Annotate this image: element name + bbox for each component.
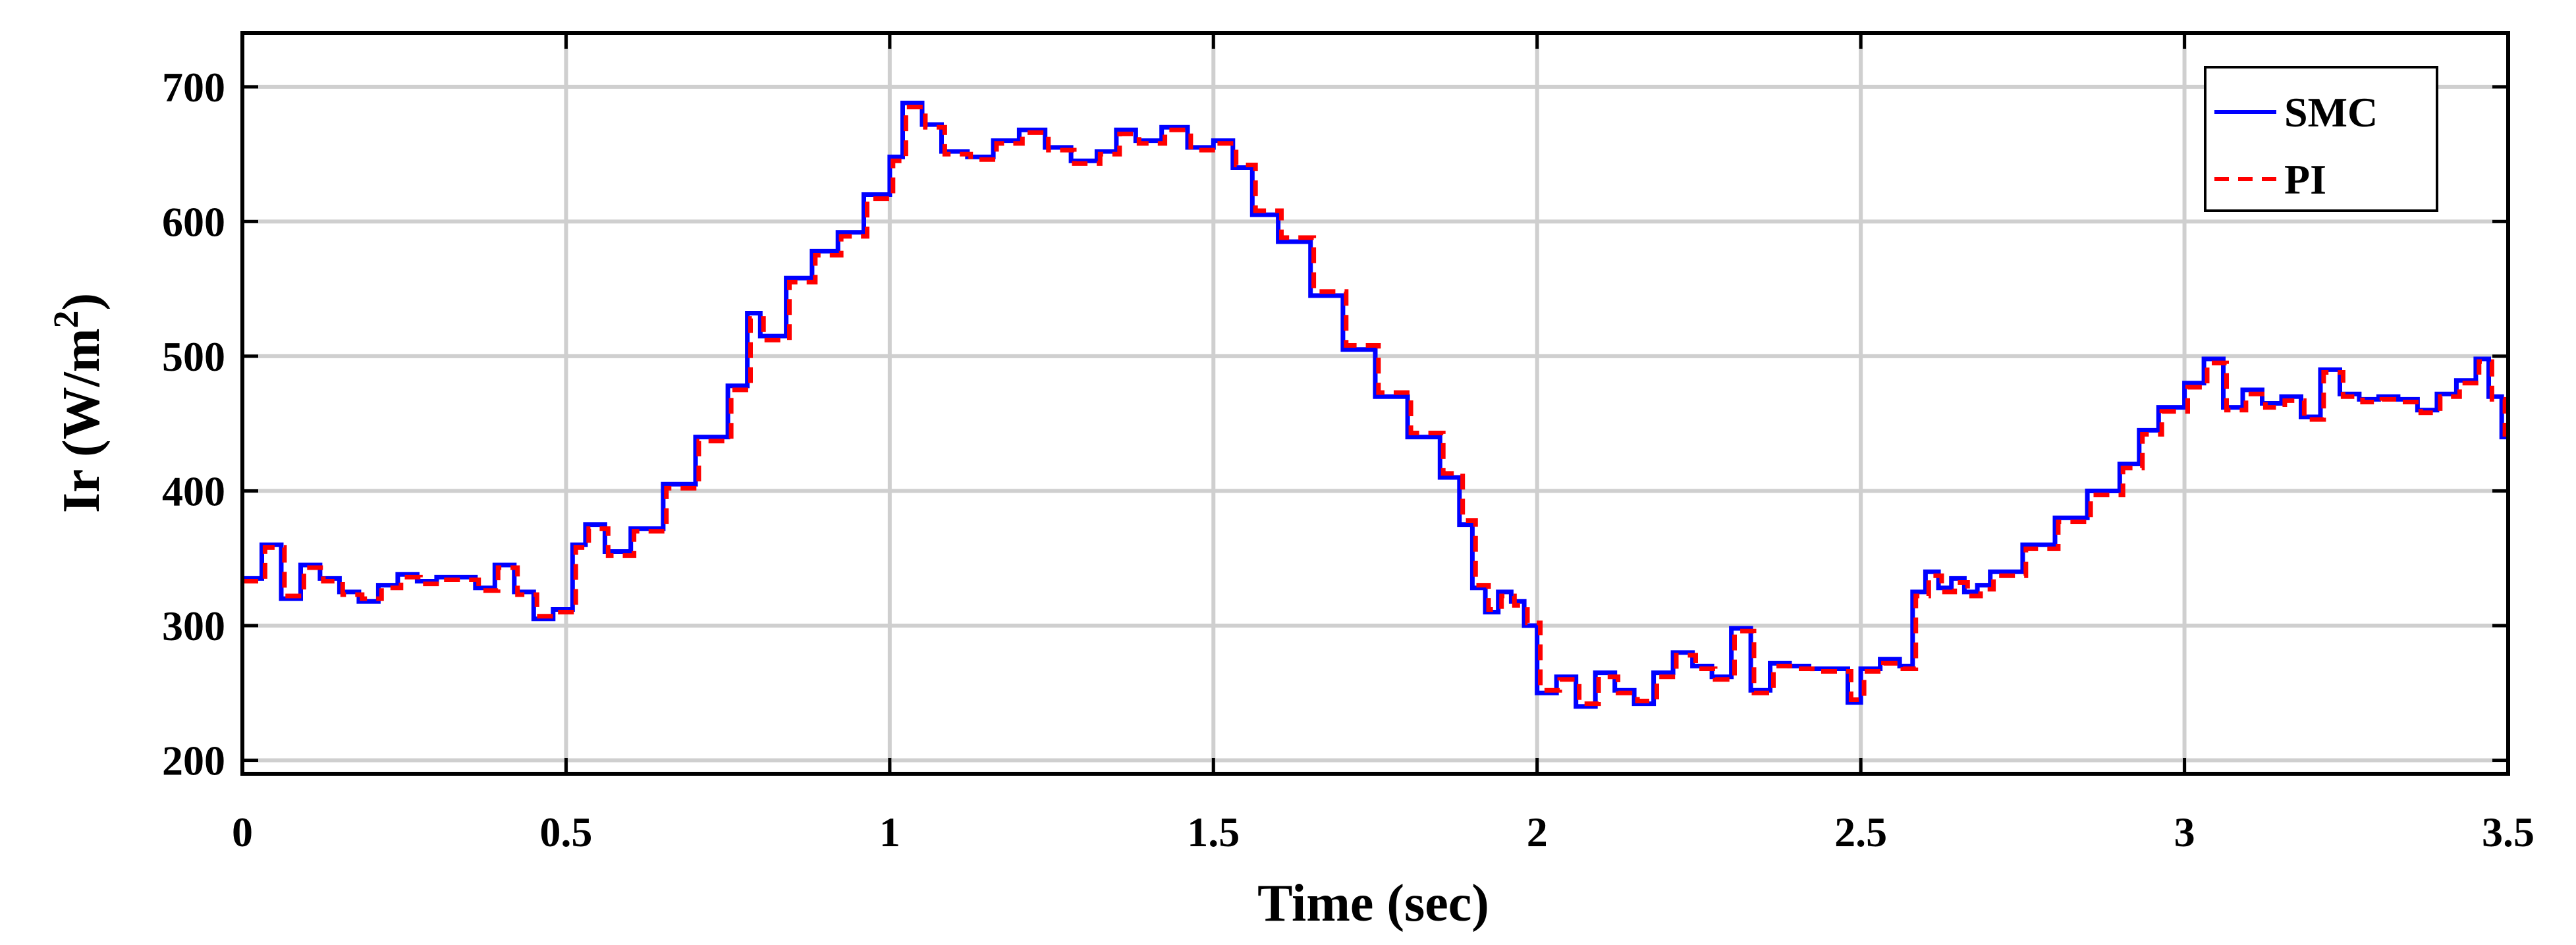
x-axis-ticks: 0 0.5 1 1.5 2 2.5 3 3.5 — [232, 33, 2535, 855]
legend-box — [2204, 66, 2438, 212]
legend-label-pi: PI — [2284, 156, 2326, 203]
legend-label-smc: SMC — [2284, 89, 2378, 136]
x-tick-label: 1 — [879, 809, 900, 855]
y-axis-label-superscript: 2 — [46, 310, 86, 328]
y-axis-ticks: 200 300 400 500 600 700 — [162, 64, 2508, 784]
x-tick-label: 3 — [2174, 809, 2195, 855]
series-layer — [242, 100, 2508, 709]
x-tick-label: 2.5 — [1834, 809, 1887, 855]
series-line-pi — [242, 105, 2508, 707]
x-tick-label: 0 — [232, 809, 253, 855]
y-tick-label: 500 — [162, 333, 225, 380]
plot-frame — [240, 31, 2510, 776]
plot-background — [242, 33, 2508, 774]
y-tick-label: 300 — [162, 603, 225, 649]
x-axis-label: Time (sec) — [1257, 875, 1489, 932]
y-axis-label: Ir (W/m2) — [46, 293, 111, 513]
x-tick-label: 0.5 — [539, 809, 592, 855]
y-tick-label: 400 — [162, 468, 225, 514]
x-tick-label: 3.5 — [2482, 809, 2535, 855]
x-tick-label: 1.5 — [1187, 809, 1240, 855]
y-tick-label: 200 — [162, 738, 225, 784]
legend: SMC PI — [2204, 66, 2438, 212]
x-tick-label: 2 — [1527, 809, 1548, 855]
y-tick-label: 700 — [162, 64, 225, 111]
y-tick-label: 600 — [162, 198, 225, 245]
